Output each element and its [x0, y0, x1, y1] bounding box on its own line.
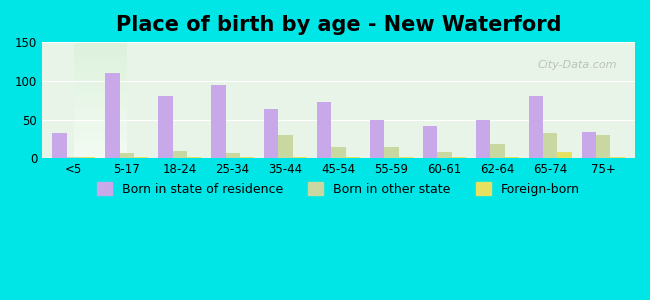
Bar: [582, 132, 596, 158]
Bar: [81, 157, 96, 158]
Title: Place of birth by age - New Waterford: Place of birth by age - New Waterford: [116, 15, 562, 35]
Bar: [370, 119, 384, 158]
Bar: [278, 135, 292, 158]
Bar: [159, 96, 173, 158]
Bar: [610, 157, 625, 158]
Bar: [105, 73, 120, 158]
Bar: [384, 147, 398, 158]
Bar: [134, 157, 148, 158]
Bar: [264, 110, 278, 158]
Text: City-Data.com: City-Data.com: [538, 59, 618, 70]
Bar: [423, 127, 437, 158]
Bar: [187, 157, 202, 158]
Bar: [490, 143, 504, 158]
Bar: [211, 85, 226, 158]
Bar: [53, 133, 67, 158]
Bar: [437, 152, 452, 158]
Bar: [226, 153, 240, 158]
Bar: [452, 157, 466, 158]
Bar: [504, 157, 519, 158]
Bar: [317, 102, 332, 158]
Bar: [292, 157, 307, 158]
Bar: [596, 135, 610, 158]
Bar: [240, 157, 254, 158]
Bar: [173, 151, 187, 158]
Bar: [346, 157, 360, 158]
Bar: [476, 120, 490, 158]
Bar: [332, 147, 346, 158]
Legend: Born in state of residence, Born in other state, Foreign-born: Born in state of residence, Born in othe…: [92, 177, 585, 201]
Bar: [398, 157, 413, 158]
Bar: [558, 152, 572, 158]
Bar: [120, 153, 134, 158]
Bar: [543, 133, 558, 158]
Bar: [67, 157, 81, 158]
Bar: [529, 95, 543, 158]
